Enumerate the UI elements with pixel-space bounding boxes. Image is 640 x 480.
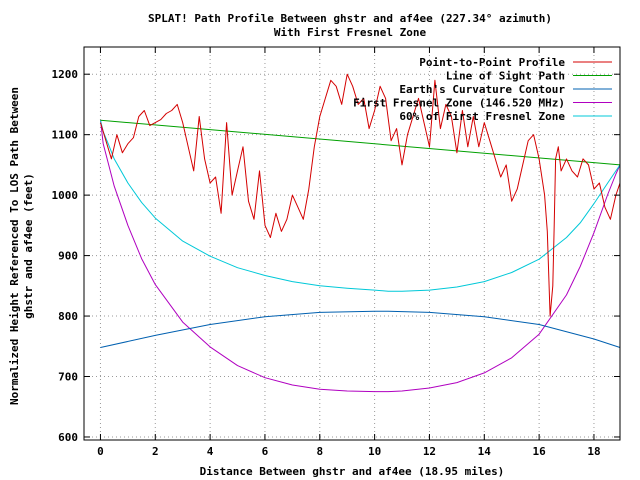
y-axis-label-line2: ghstr and af4ee (feet) [22,173,35,319]
x-axis-label: Distance Between ghstr and af4ee (18.95 … [200,465,505,478]
tick-layer: 600 700 800 900 1000 1100 1200 0 2 4 6 8 10 12 14 16 18 [52,47,620,458]
chart-subtitle: With First Fresnel Zone [274,26,427,39]
legend-label: 60% of First Fresnel Zone [399,110,565,123]
legend-label: Earth's Curvature Contour [399,83,565,96]
y-tick-label: 600 [58,431,78,444]
x-tick-label: 18 [587,445,600,458]
x-tick-label: 0 [97,445,104,458]
series-line-earth-s-curvature-contour [100,310,621,348]
legend-label: First Fresnel Zone (146.520 MHz) [353,97,565,110]
y-tick-label: 1100 [52,129,79,142]
series-line-60-of-first-fresnel-zone [100,120,621,292]
y-tick-label: 900 [58,250,78,263]
x-tick-label: 8 [316,445,323,458]
y-tick-label: 800 [58,310,78,323]
legend-label: Line of Sight Path [446,70,565,83]
series-line-line-of-sight-path [100,119,621,166]
x-tick-label: 6 [262,445,269,458]
y-tick-label: 1000 [52,189,79,202]
chart-title: SPLAT! Path Profile Between ghstr and af… [148,12,552,25]
x-tick-label: 2 [152,445,159,458]
series-line-point-to-point-profile [100,73,621,317]
grid-layer [84,47,620,440]
plot-frame [83,46,621,441]
x-tick-label: 10 [368,445,381,458]
series-layer [100,73,621,393]
series-line-first-fresnel-zone-146-520-mhz [100,120,621,393]
x-tick-label: 16 [532,445,546,458]
legend-label: Point-to-Point Profile [419,56,565,69]
y-tick-label: 700 [58,371,78,384]
x-tick-label: 4 [207,445,214,458]
x-tick-label: 14 [478,445,492,458]
x-tick-label: 12 [423,445,436,458]
y-tick-label: 1200 [52,68,79,81]
y-axis-label-line1: Normalized Height Referenced To LOS Path… [8,87,21,405]
